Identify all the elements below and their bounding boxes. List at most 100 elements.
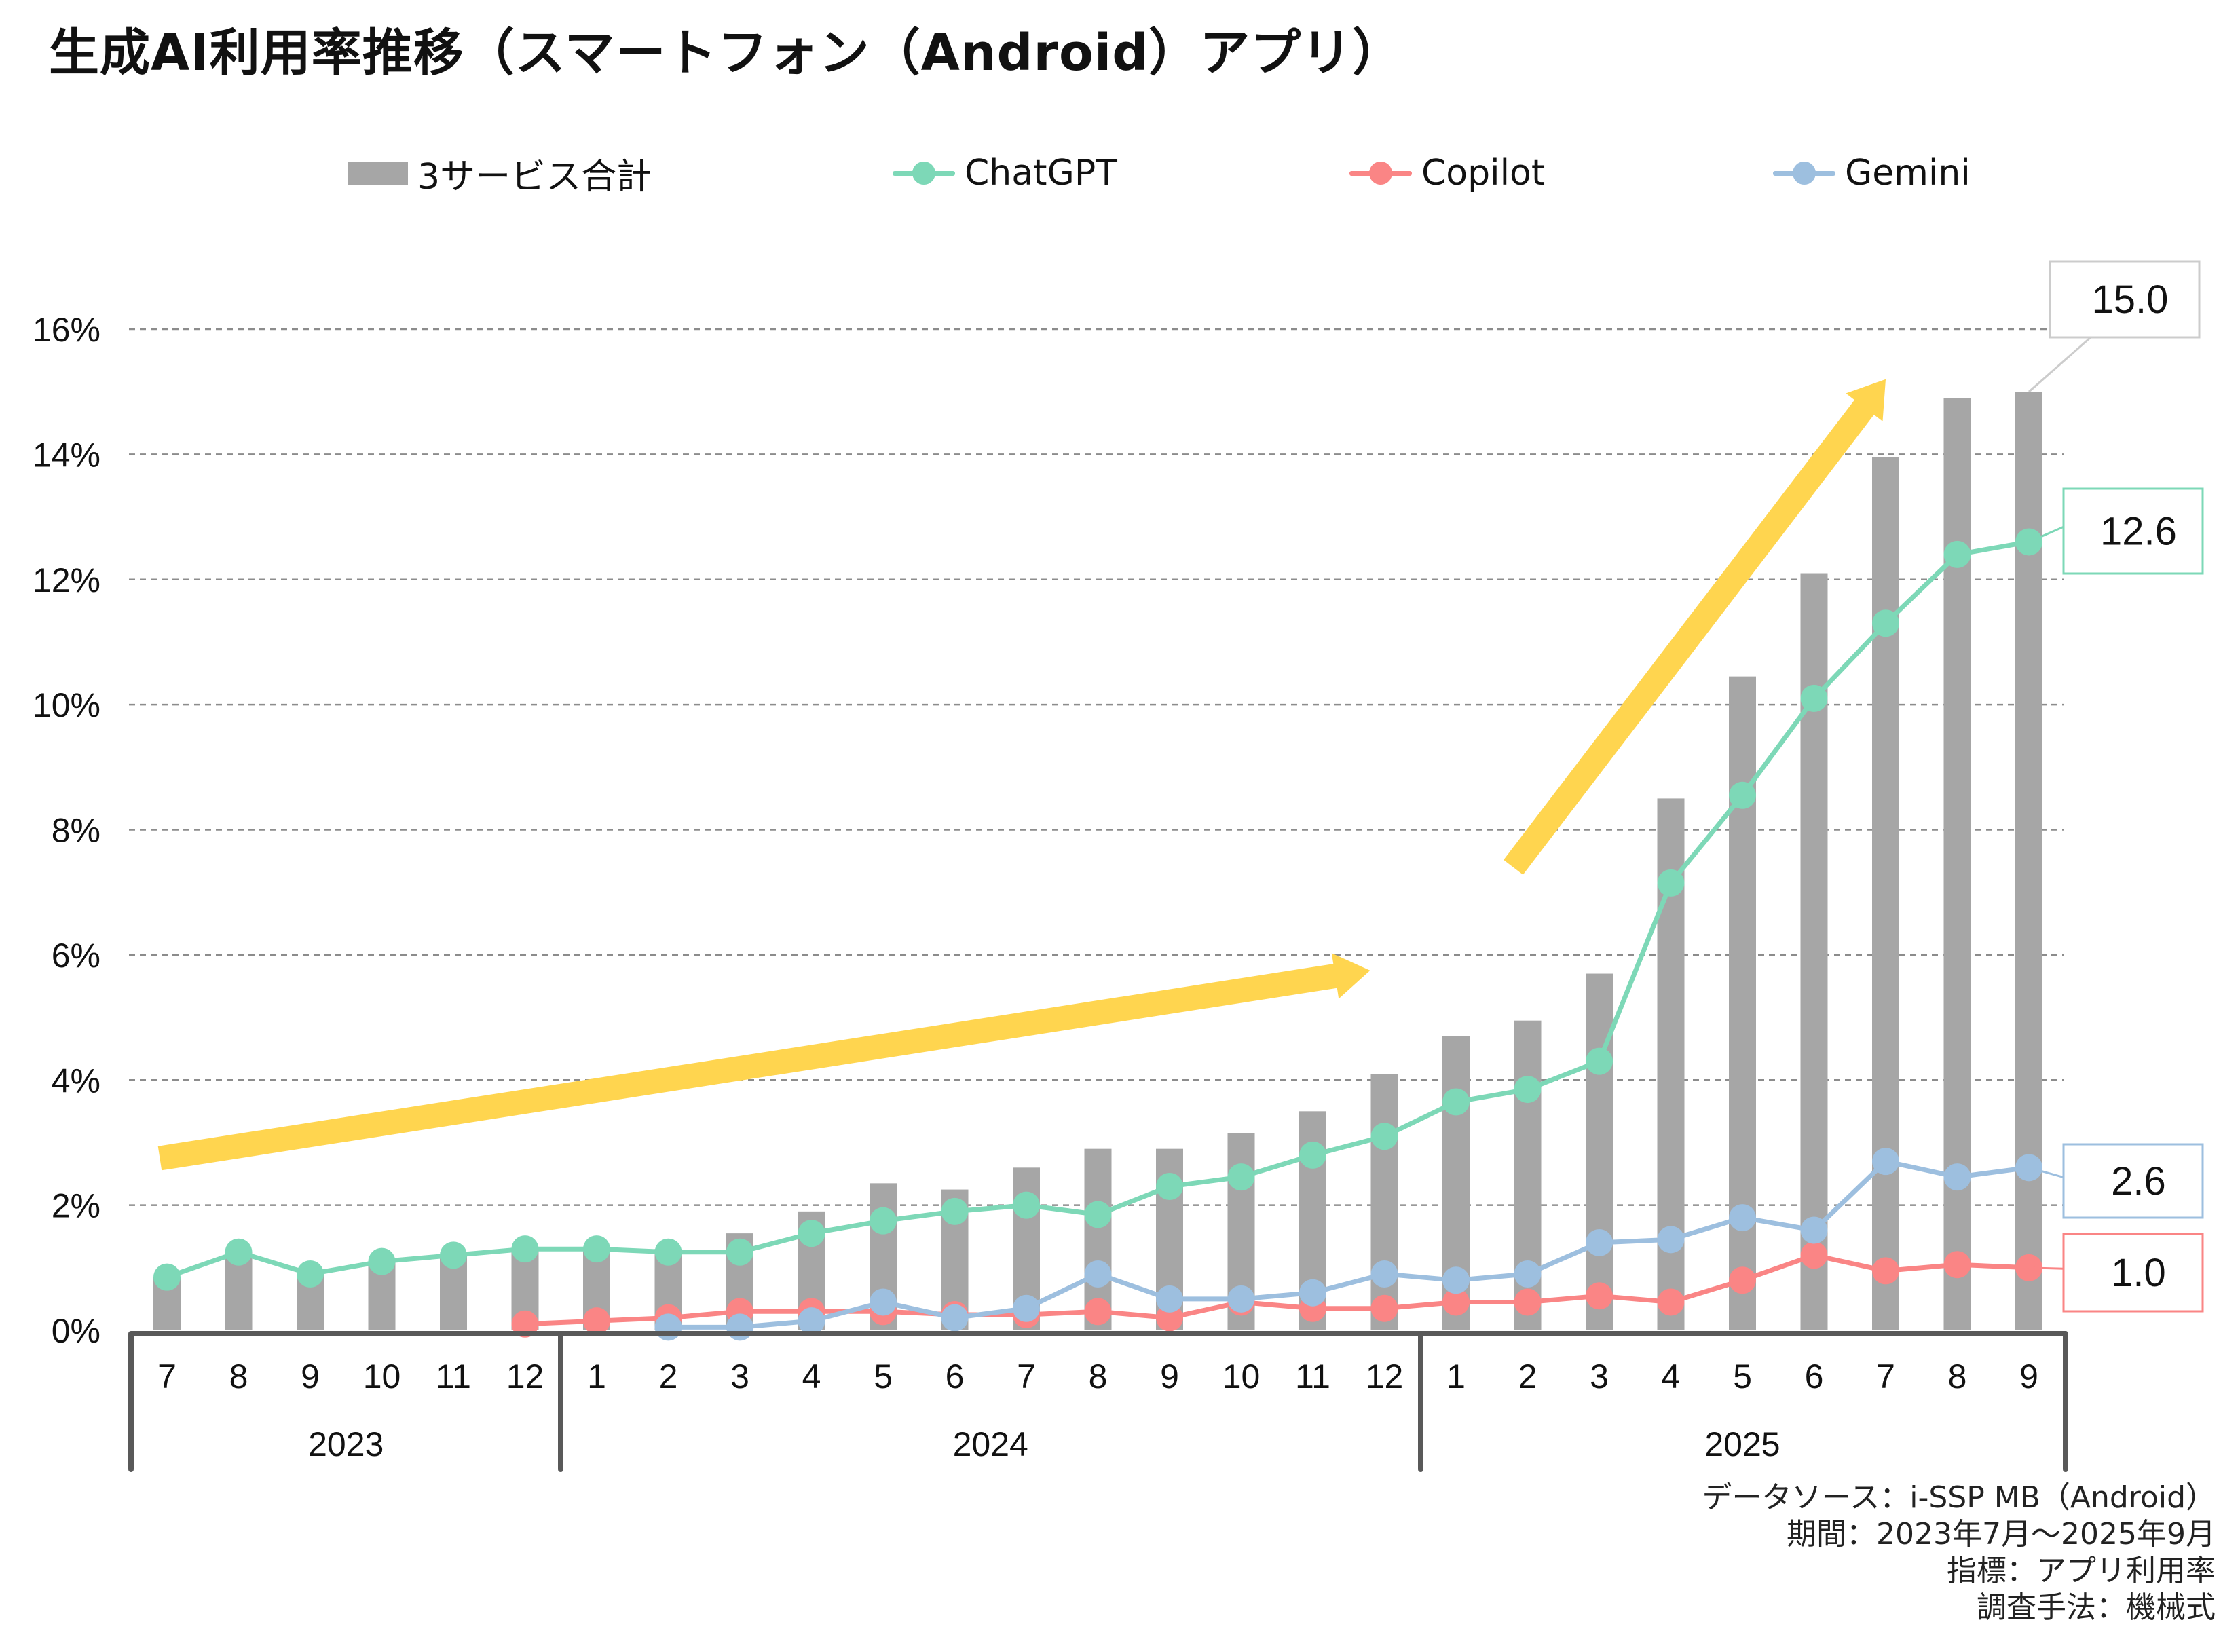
callout-box-gemini — [2062, 1143, 2204, 1219]
trend-arrow — [157, 953, 1370, 1171]
x-tick-label: 10 — [1222, 1357, 1261, 1395]
point-copilot — [1800, 1241, 1828, 1269]
bar-total — [1370, 1074, 1398, 1330]
source-line: データソース：i-SSP MB（Android） — [1702, 1480, 2216, 1515]
callout-label-gemini: 2.6 — [2111, 1159, 2166, 1203]
y-tick-label: 12% — [33, 561, 100, 599]
point-gemini — [1156, 1285, 1183, 1313]
point-gemini — [1586, 1228, 1613, 1256]
x-tick-label: 5 — [1733, 1357, 1752, 1395]
metric-line: 指標：アプリ利用率 — [1947, 1554, 2216, 1588]
point-chatgpt — [1657, 869, 1685, 897]
legend-item-copilot: Copilot — [1349, 146, 1545, 200]
x-tick-label: 6 — [946, 1357, 965, 1395]
callout-label-copilot: 1.0 — [2111, 1251, 2166, 1295]
point-chatgpt — [1156, 1172, 1183, 1200]
point-chatgpt — [1943, 540, 1971, 568]
point-gemini — [1800, 1216, 1828, 1244]
legend-label-gemini: Gemini — [1845, 153, 1971, 193]
point-gemini — [1943, 1163, 1971, 1191]
point-chatgpt — [1514, 1076, 1542, 1104]
x-tick-label: 2 — [659, 1357, 678, 1395]
point-gemini — [1299, 1279, 1326, 1307]
callout-pointer-chatgpt — [2028, 525, 2064, 543]
callout-pointer-total — [2028, 336, 2091, 393]
point-chatgpt — [1872, 609, 1899, 637]
callout-box-copilot — [2062, 1233, 2204, 1313]
x-tick-label: 3 — [730, 1357, 749, 1395]
legend-item-chatgpt: ChatGPT — [893, 146, 1117, 200]
trend-arrow — [1504, 379, 1886, 875]
point-chatgpt — [1800, 684, 1828, 712]
method-line: 調査手法：機械式 — [1977, 1590, 2216, 1625]
x-tick-label: 2 — [1518, 1357, 1537, 1395]
point-copilot — [1872, 1257, 1899, 1285]
point-copilot — [1657, 1288, 1685, 1316]
point-chatgpt — [583, 1235, 610, 1263]
legend-swatch-gemini — [1773, 162, 1835, 185]
point-chatgpt — [1084, 1201, 1112, 1228]
point-chatgpt — [1227, 1163, 1255, 1191]
point-chatgpt — [726, 1238, 753, 1266]
y-tick-label: 14% — [33, 436, 100, 474]
legend-label-copilot: Copilot — [1421, 153, 1546, 193]
point-chatgpt — [1013, 1191, 1040, 1219]
legend-swatch-chatgpt — [893, 162, 955, 185]
bar-total — [1872, 457, 1899, 1330]
legend-swatch-copilot — [1349, 162, 1412, 185]
x-tick-label: 8 — [1089, 1357, 1108, 1395]
x-tick-label: 7 — [1017, 1357, 1036, 1395]
point-chatgpt — [654, 1238, 682, 1266]
x-tick-label: 11 — [1295, 1357, 1330, 1395]
legend: 3サービス合計 ChatGPT Copilot Gemini — [0, 146, 2240, 200]
point-chatgpt — [941, 1197, 969, 1225]
y-tick-label: 8% — [52, 812, 100, 850]
legend-label-chatgpt: ChatGPT — [965, 153, 1117, 193]
point-gemini — [654, 1313, 682, 1341]
point-chatgpt — [297, 1260, 324, 1288]
point-chatgpt — [1442, 1088, 1470, 1116]
x-tick-label: 6 — [1805, 1357, 1824, 1395]
point-copilot — [1514, 1288, 1542, 1316]
legend-item-total: 3サービス合計 — [348, 146, 652, 200]
x-tick-label: 4 — [1662, 1357, 1681, 1395]
year-label: 2025 — [1704, 1425, 1780, 1463]
x-tick-label: 12 — [506, 1357, 544, 1395]
source-note: データソース：i-SSP MB（Android） 期間：2023年7月～2025… — [1702, 1480, 2216, 1626]
x-tick-label: 5 — [874, 1357, 893, 1395]
y-tick-label: 0% — [52, 1312, 100, 1350]
bar-total — [1729, 676, 1756, 1330]
point-chatgpt — [870, 1207, 897, 1235]
x-tick-label: 12 — [1366, 1357, 1404, 1395]
point-chatgpt — [1729, 781, 1756, 809]
point-copilot — [1370, 1294, 1398, 1322]
x-tick-label: 11 — [436, 1357, 471, 1395]
y-tick-label: 16% — [33, 311, 100, 349]
point-gemini — [941, 1304, 969, 1332]
callout-box-total — [2049, 260, 2201, 339]
x-tick-label: 7 — [1876, 1357, 1895, 1395]
x-tick-label: 8 — [1948, 1357, 1967, 1395]
point-copilot — [1442, 1288, 1470, 1316]
point-copilot — [1729, 1266, 1756, 1294]
x-tick-label: 8 — [229, 1357, 248, 1395]
callout-box-chatgpt — [2062, 487, 2204, 575]
y-tick-label: 4% — [52, 1062, 100, 1100]
x-tick-label: 10 — [363, 1357, 401, 1395]
x-tick-label: 4 — [802, 1357, 821, 1395]
point-gemini — [1872, 1148, 1899, 1176]
point-chatgpt — [511, 1235, 539, 1263]
point-chatgpt — [1586, 1047, 1613, 1075]
point-gemini — [1442, 1266, 1470, 1294]
point-chatgpt — [1299, 1141, 1326, 1169]
line-copilot — [525, 1252, 2030, 1327]
point-copilot — [1943, 1251, 1971, 1279]
y-tick-label: 6% — [52, 937, 100, 975]
x-tick-label: 9 — [1160, 1357, 1179, 1395]
bar-total — [1586, 973, 1613, 1330]
point-copilot — [1586, 1282, 1613, 1310]
legend-label-total: 3サービス合計 — [417, 156, 652, 198]
callout-label-chatgpt: 12.6 — [2100, 510, 2177, 554]
point-gemini — [1084, 1260, 1112, 1288]
legend-item-gemini: Gemini — [1773, 146, 1971, 200]
